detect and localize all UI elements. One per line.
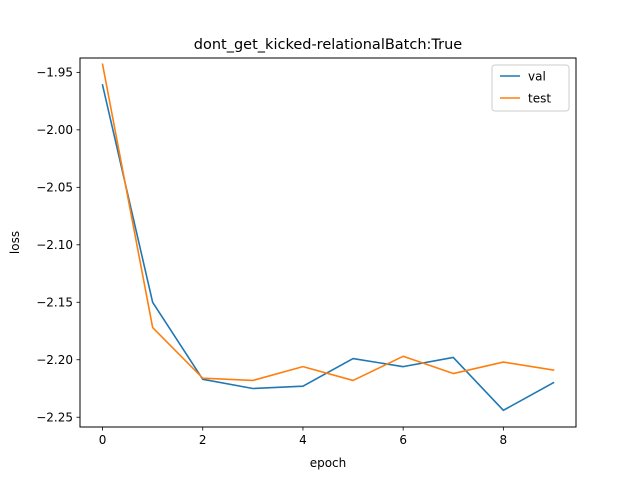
legend: val test bbox=[491, 64, 570, 112]
y-tick-label: −2.25 bbox=[36, 411, 73, 425]
chart-title: dont_get_kicked-relationalBatch:True bbox=[194, 37, 463, 53]
y-tick-label: −1.95 bbox=[36, 66, 73, 80]
x-tick-label: 2 bbox=[199, 433, 207, 447]
y-tick-label: −2.10 bbox=[36, 238, 73, 252]
legend-label-val: val bbox=[528, 69, 546, 83]
series-layer bbox=[101, 63, 555, 412]
y-tick-label: −2.20 bbox=[36, 353, 73, 367]
series-line-test bbox=[101, 63, 555, 382]
legend-label-test: test bbox=[528, 91, 551, 105]
y-axis: −1.95 −2.00 −2.05 −2.10 −2.15 −2.20 −2.25 bbox=[36, 66, 80, 425]
plot-area bbox=[79, 57, 577, 428]
series-line-val bbox=[101, 84, 555, 412]
y-tick-label: −2.15 bbox=[36, 296, 73, 310]
plot-frame bbox=[79, 57, 577, 428]
y-tick-label: −2.05 bbox=[36, 181, 73, 195]
x-tick-label: 0 bbox=[99, 433, 107, 447]
x-tick-label: 8 bbox=[500, 433, 508, 447]
y-tick-label: −2.00 bbox=[36, 123, 73, 137]
y-axis-label: loss bbox=[8, 231, 22, 254]
x-tick-label: 4 bbox=[299, 433, 307, 447]
x-axis: 0 2 4 6 8 bbox=[99, 427, 507, 447]
x-axis-label: epoch bbox=[310, 456, 347, 470]
x-tick-label: 6 bbox=[399, 433, 407, 447]
